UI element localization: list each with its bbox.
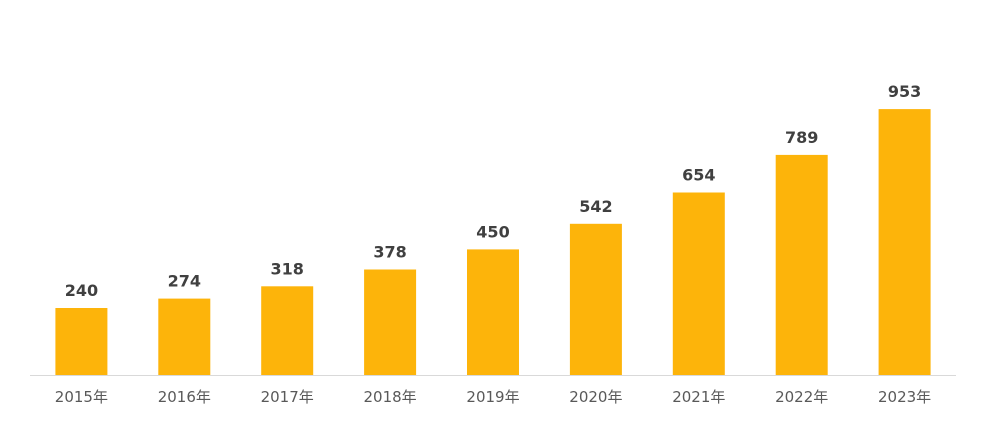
bar-value-label-2: 318 (270, 259, 303, 278)
x-tick-label-6: 2021年 (672, 388, 725, 406)
x-tick-label-7: 2022年 (775, 388, 828, 406)
bar-6 (672, 192, 725, 375)
bar-value-label-8: 953 (888, 82, 921, 101)
bar-7 (775, 154, 828, 375)
bar-value-label-7: 789 (785, 128, 818, 147)
bar-4 (467, 249, 519, 375)
bar-value-label-4: 450 (476, 222, 509, 241)
bar-value-label-3: 378 (373, 243, 406, 262)
x-tick-label-1: 2016年 (158, 388, 211, 406)
x-tick-label-8: 2023年 (878, 388, 931, 406)
bar-value-label-1: 274 (168, 272, 201, 291)
bar-value-label-5: 542 (579, 197, 612, 216)
bar-value-label-0: 240 (65, 281, 98, 300)
x-tick-label-3: 2018年 (364, 388, 417, 406)
value-labels-group: 240 274 318 378 450 542 654 789 953 (65, 82, 922, 300)
bar-2 (261, 286, 314, 375)
bar-value-label-6: 654 (682, 166, 715, 185)
x-tick-label-2: 2017年 (261, 388, 314, 406)
bar-5 (569, 223, 622, 375)
bar-1 (158, 298, 211, 375)
x-tick-labels-group: 2015年 2016年 2017年 2018年 2019年 2020年 2021年 2022年… (55, 388, 931, 406)
bars-group (55, 109, 931, 375)
bar-8 (878, 109, 931, 375)
x-tick-label-5: 2020年 (569, 388, 622, 406)
x-tick-label-0: 2015年 (55, 388, 108, 406)
bar-0 (55, 308, 108, 375)
bar-3 (364, 269, 417, 375)
x-tick-label-4: 2019年 (466, 388, 519, 406)
